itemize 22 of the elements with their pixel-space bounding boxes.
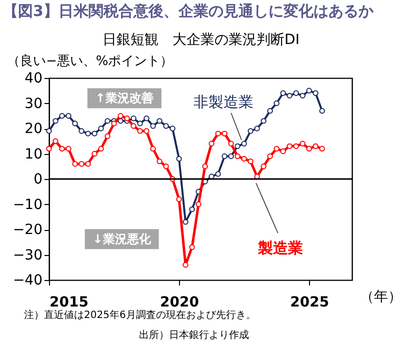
y-tick-label: −20 — [12, 222, 42, 238]
text: 注）直近値は2025年6月調査の現在および先行き。 — [24, 309, 256, 321]
series-label: 非製造業 — [193, 92, 254, 111]
y-tick-label: 10 — [24, 146, 42, 162]
text: 出所）日本銀行より作成 — [139, 329, 249, 341]
x-axis-title: （年） — [360, 289, 402, 305]
annotation: ↑業況改善 — [95, 91, 154, 106]
y-tick-label: −40 — [12, 272, 42, 288]
x-tick-label: 2015 — [50, 294, 88, 310]
chart-subtitle: 日銀短観 大企業の業況判断DI — [102, 32, 300, 48]
y-tick-label: 40 — [24, 70, 42, 86]
y-tick-label: 30 — [24, 96, 42, 112]
text: 製造業 — [256, 239, 303, 258]
y-tick-label: −10 — [12, 196, 42, 213]
y-axis-title: （良い−悪い、%ポイント） — [7, 54, 174, 69]
x-tick-label: 2020 — [160, 294, 200, 310]
x-tick-label: 2025 — [290, 294, 330, 310]
y-tick-label: 0 — [34, 172, 42, 188]
chart-title: 【図3】日米関税合意後、企業の見通しに変化はあるか — [3, 2, 374, 20]
y-tick-label: −30 — [12, 247, 42, 264]
annotation: ↓業況悪化 — [92, 232, 152, 246]
y-tick-label: 20 — [24, 121, 42, 137]
